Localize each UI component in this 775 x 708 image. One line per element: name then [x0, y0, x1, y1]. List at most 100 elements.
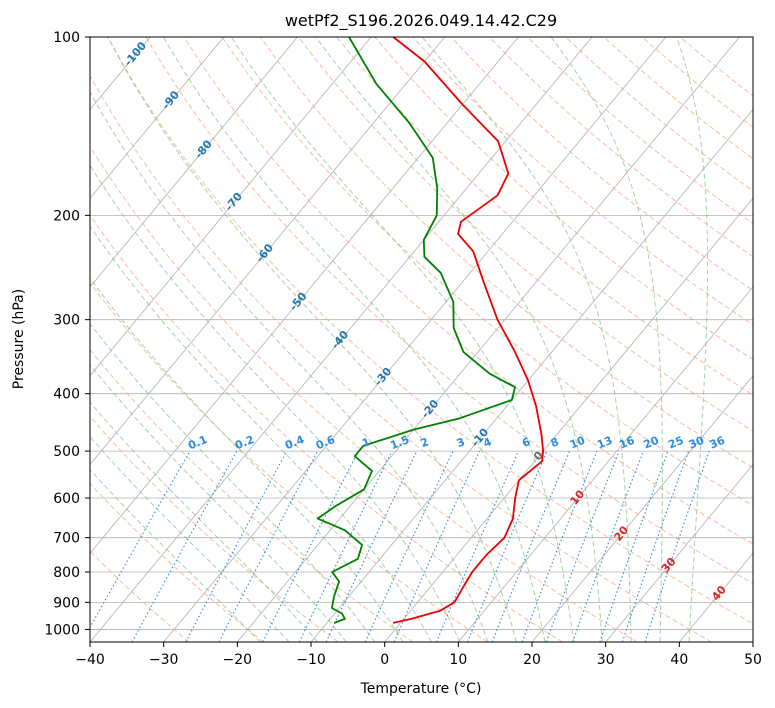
mixing-ratio-label: 36 [708, 434, 727, 452]
x-tick-label: 40 [670, 652, 688, 668]
isotherm-line [90, 37, 372, 377]
moist-adiabat [315, 37, 603, 642]
isotherm-line [90, 37, 593, 642]
dry-adiabat [221, 37, 753, 507]
isotherm-line [605, 463, 753, 642]
moist-adiabat [90, 363, 347, 642]
dewpoint-profile [316, 37, 516, 624]
moist-adiabat [90, 277, 404, 642]
isotherm-line [752, 641, 753, 642]
mixing-ratio-label: 4 [481, 435, 493, 450]
mixing-ratio-label: 10 [568, 434, 587, 452]
moist-adiabat [90, 225, 432, 642]
mixing-ratio-line [644, 450, 710, 642]
mixing-ratio-label: 20 [642, 434, 661, 452]
dry-adiabat [90, 281, 488, 642]
annotation-layer: -100-90-80-70-60-50-40-30-20-10010203040… [122, 39, 730, 603]
x-tick-label: 10 [449, 652, 467, 668]
moist-adiabat [90, 436, 290, 642]
mixing-ratio-line [545, 450, 620, 642]
x-tick-label: −20 [223, 652, 253, 668]
mixing-ratio-label: 3 [455, 435, 467, 450]
isotherm-line [237, 37, 740, 642]
moist-adiabat [90, 468, 261, 642]
mixing-ratio-label: 16 [617, 434, 636, 452]
y-tick-label: 200 [53, 208, 80, 224]
x-axis: −40 −30 −20 −10 0 10 20 30 40 50 [75, 642, 762, 668]
isotherm-line [458, 286, 753, 642]
y-tick-label: 1000 [44, 622, 80, 638]
mixing-ratio-label: 1 [360, 435, 372, 450]
mixing-ratio-line [131, 450, 238, 642]
mixing-ratio-line [393, 450, 481, 642]
moist-adiabat [90, 90, 489, 642]
temperature-profile [392, 37, 544, 624]
x-tick-label: 20 [523, 652, 541, 668]
isotherm-line [90, 37, 446, 466]
mixing-ratio-line [491, 450, 571, 642]
moist-adiabat [90, 322, 376, 642]
isotherm-line [163, 37, 667, 642]
y-axis-label: Pressure (hPa) [11, 289, 27, 389]
mixing-ratio-label: 13 [595, 434, 614, 452]
y-axis: 100 200 300 400 500 600 700 800 900 1000 [44, 30, 90, 638]
isotherm-line [531, 375, 753, 642]
mixing-ratio-label: 0.6 [314, 433, 337, 452]
y-tick-label: 100 [53, 30, 80, 46]
isotherm-line [0, 37, 3, 642]
dry-adiabat [145, 37, 753, 584]
moist-adiabat [162, 37, 546, 642]
dry-adiabat [450, 37, 753, 292]
y-tick-label: 300 [53, 313, 80, 329]
plot-frame [89, 36, 754, 643]
dry-adiabat [90, 482, 264, 642]
mixing-ratio-label: 0.1 [186, 433, 209, 452]
y-tick-label: 400 [53, 387, 80, 403]
dry-adiabat [603, 37, 753, 160]
mixing-ratio-line [435, 450, 519, 642]
mixing-ratio-label: 25 [666, 434, 685, 452]
mixing-ratio-label: 0.2 [233, 433, 256, 452]
mixing-ratio-line [90, 450, 191, 629]
moist-adiabat [90, 164, 461, 642]
isotherm-line [90, 37, 298, 288]
moist-adiabat [230, 37, 575, 642]
y-tick-label: 800 [53, 565, 80, 581]
y-tick-label: 600 [53, 491, 80, 507]
isotherm-line [90, 37, 519, 554]
mixing-ratio-line [364, 450, 454, 642]
mixing-ratio-label: 0.4 [283, 433, 306, 452]
mixing-ratio-line [599, 450, 669, 642]
mixing-ratio-label: 2 [419, 435, 431, 450]
mixing-ratio-line [621, 450, 690, 642]
dry-adiabat [259, 37, 753, 469]
chart-title: wetPf2_S196.2026.049.14.42.C29 [285, 11, 557, 31]
dry-adiabat [90, 214, 563, 642]
dry-adiabat [90, 145, 638, 642]
dry-adiabat [90, 550, 190, 642]
moist-adiabat [107, 37, 517, 642]
dry-adiabat [183, 37, 753, 545]
mixing-ratio-line [521, 450, 598, 642]
x-tick-label: −40 [75, 652, 105, 668]
moist-adiabat [90, 401, 319, 642]
x-tick-label: −10 [296, 652, 326, 668]
dry-adiabat [565, 37, 753, 192]
moist-adiabat [421, 37, 632, 642]
isotherm-line [310, 108, 753, 642]
x-tick-label: −30 [149, 652, 179, 668]
y-tick-label: 900 [53, 595, 80, 611]
mixing-ratio-line [466, 450, 548, 642]
isotherm-line [90, 37, 225, 199]
dry-adiabat [90, 74, 712, 642]
mixing-ratio-line [185, 450, 288, 642]
dry-adiabat [488, 37, 753, 258]
dry-adiabat [412, 37, 753, 326]
mixing-ratio-line [262, 450, 359, 642]
moist-adiabat [676, 37, 709, 642]
x-tick-label: 50 [744, 652, 762, 668]
x-axis-label: Temperature (°C) [360, 681, 482, 697]
isotherm-line [679, 552, 753, 642]
x-tick-label: 0 [380, 652, 389, 668]
